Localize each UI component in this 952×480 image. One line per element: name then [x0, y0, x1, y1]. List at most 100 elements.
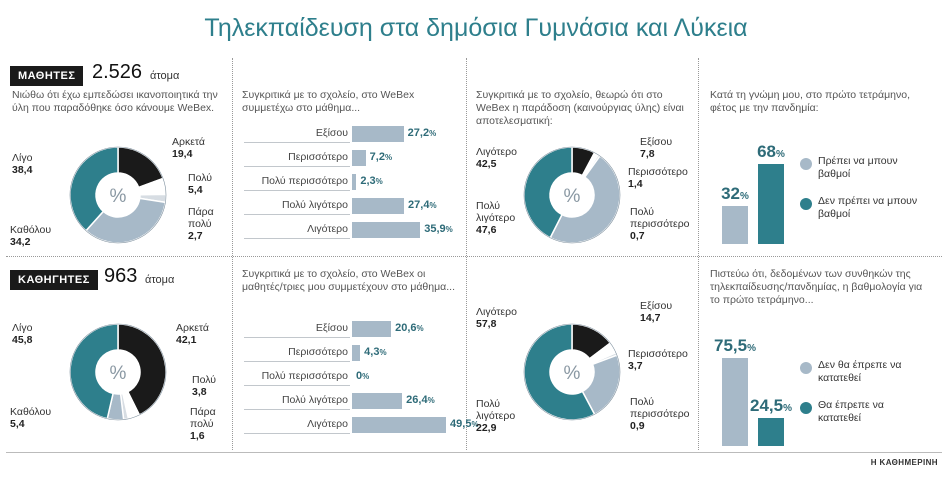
bar-value: 35,9%: [424, 223, 453, 235]
bar-baseline: [244, 238, 350, 239]
percent-symbol: %: [110, 363, 127, 384]
row-divider: [6, 256, 942, 257]
bar-value: 4,3%: [364, 346, 387, 358]
teachers-count: 963: [104, 265, 138, 287]
bar-value: 26,4%: [406, 394, 435, 406]
bar: [352, 393, 403, 409]
pie-label: Περισσότερο 1,4: [628, 166, 688, 190]
pie-label: Πάρα πολύ 2,7: [188, 206, 214, 242]
pie-label: Λιγότερο 42,5: [476, 146, 517, 170]
bar-value: 49,5%: [450, 418, 479, 430]
bar: [352, 222, 421, 238]
bar-baseline: [244, 361, 350, 362]
bar: [352, 198, 405, 214]
pie-label: Πολύ λιγότερο 47,6: [476, 200, 516, 236]
teachers-unit: άτομα: [145, 274, 175, 286]
students-grading-question: Κατά τη γνώμη μου, στο πρώτο τετράμηνο, …: [710, 89, 910, 114]
students-satisfaction-question: Νιώθω ότι έχω εμπεδώσει ικανοποιητικά τη…: [12, 89, 218, 114]
bar-label: Περισσότερο: [288, 151, 348, 163]
infographic-title: Τηλεκπαίδευση στα δημόσια Γυμνάσια και Λ…: [204, 14, 748, 42]
pie-label: Λίγο 45,8: [12, 322, 33, 346]
bar-label: Πολύ περισσότερο: [261, 370, 348, 382]
bar-label: Εξίσου: [315, 322, 348, 334]
bar-label: Περισσότερο: [288, 346, 348, 358]
bar: [758, 163, 784, 244]
pie-label: Λίγο 38,4: [12, 152, 33, 176]
donut-outline: [69, 146, 167, 244]
pie-label: Πολύ περισσότερο 0,9: [630, 396, 690, 432]
bar-baseline: [244, 385, 350, 386]
teachers-satisfaction-donut: %: [69, 323, 167, 421]
pie-label: Πολύ λιγότερο 22,9: [476, 398, 516, 434]
pie-label: Πολύ 3,8: [192, 374, 216, 398]
bar-baseline: [244, 214, 350, 215]
bar-baseline: [244, 166, 350, 167]
percent-symbol: %: [564, 363, 581, 384]
donut-outline: [69, 323, 167, 421]
bar-value: 20,6%: [395, 322, 424, 334]
pie-label: Αρκετά 19,4: [172, 136, 205, 160]
pie-label: Καθόλου 34,2: [10, 224, 52, 248]
source-credit: Η ΚΑΘΗΜΕΡΙΝΗ: [870, 458, 938, 467]
bar: [352, 417, 447, 433]
students-participation-question: Συγκριτικά με το σχολείο, στο WeBex συμμ…: [242, 89, 415, 114]
bar: [352, 174, 357, 190]
pie-label: Λιγότερο 57,8: [476, 306, 517, 330]
bar-label: Πολύ περισσότερο: [261, 175, 348, 187]
bar-value: 2,3%: [360, 175, 383, 187]
teachers-participation-question: Συγκριτικά με το σχολείο, στο WeBex οι μ…: [242, 268, 455, 293]
legend-dot: [800, 402, 812, 414]
bar-label: Λιγότερο: [307, 418, 348, 430]
bar: [722, 206, 748, 244]
bar: [352, 150, 366, 166]
teachers-label: ΚΑΘΗΓΗΤΕΣ: [10, 270, 98, 290]
column-divider: [466, 58, 467, 450]
donut-outline: [523, 146, 621, 244]
students-unit: άτομα: [150, 70, 180, 82]
students-effectiveness-question: Συγκριτικά με το σχολείο, θεωρώ ότι στο …: [476, 89, 684, 127]
bar-label: Λιγότερο: [307, 223, 348, 235]
students-label: ΜΑΘΗΤΕΣ: [10, 66, 84, 86]
bar-value: 75,5%: [714, 336, 756, 356]
bar-baseline: [244, 190, 350, 191]
pie-label: Πολύ 5,4: [188, 172, 212, 196]
bar-value: 0%: [356, 370, 370, 382]
pie-label: Εξίσου 14,7: [640, 300, 673, 324]
pie-label: Πολύ περισσότερο 0,7: [630, 206, 690, 242]
bar: [758, 417, 784, 446]
percent-symbol: %: [110, 186, 127, 207]
teachers-effectiveness-donut: %: [523, 323, 621, 421]
students-count: 2.526: [92, 61, 143, 83]
bar: [352, 321, 392, 337]
pie-label: Αρκετά 42,1: [176, 322, 209, 346]
pie-label: Καθόλου 5,4: [10, 406, 52, 430]
pie-label: Πάρα πολύ 1,6: [190, 406, 216, 442]
bar-value: 7,2%: [369, 151, 393, 163]
bar-label: Πολύ λιγότερο: [281, 394, 348, 406]
pie-label: Εξίσου 7,8: [640, 136, 673, 160]
legend-item: Δεν θα έπρεπε να κατατεθεί: [818, 359, 902, 384]
bar-label: Εξίσου: [315, 127, 348, 139]
percent-symbol: %: [564, 186, 581, 207]
legend-dot: [800, 158, 812, 170]
bar-baseline: [244, 337, 350, 338]
bar-value: 27,2%: [407, 127, 437, 139]
bar-baseline: [244, 409, 350, 410]
students-satisfaction-donut: %: [69, 146, 167, 244]
column-divider: [698, 58, 699, 450]
legend-item: Πρέπει να μπουν βαθμοί: [818, 155, 898, 180]
bar: [352, 126, 404, 142]
pie-label: Περισσότερο 3,7: [628, 348, 688, 372]
bar-value: 27,4%: [408, 199, 437, 211]
teachers-grading-question: Πιστεύω ότι, δεδομένων των συνθηκών της …: [710, 268, 923, 306]
bar-label: Πολύ λιγότερο: [281, 199, 348, 211]
bar-baseline: [244, 142, 350, 143]
bar-value: 68%: [757, 141, 785, 161]
column-divider: [232, 58, 233, 450]
bar: [352, 345, 361, 361]
legend-dot: [800, 362, 812, 374]
bar: [722, 358, 748, 446]
legend-item: Θα έπρεπε να κατατεθεί: [818, 399, 884, 424]
bar-value: 32%: [721, 184, 749, 204]
bottom-rule: [6, 452, 942, 453]
